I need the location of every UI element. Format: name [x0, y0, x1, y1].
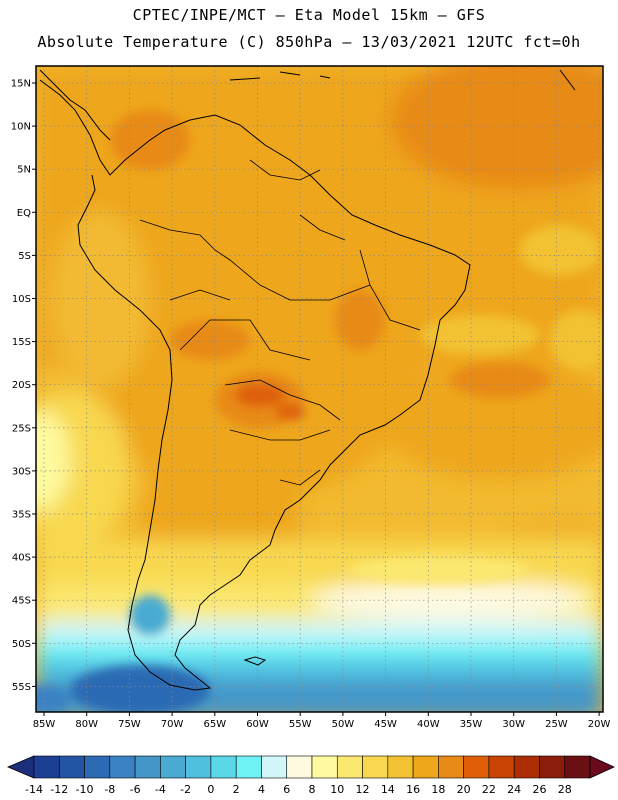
colorbar-swatch [58, 755, 85, 779]
colorbar-swatch [539, 755, 566, 779]
lat-tick-label: 20S [12, 380, 31, 391]
colorbar-label: -4 [155, 783, 166, 796]
colorbar-arrow-low [6, 755, 35, 779]
longitude-axis: 85W 80W 75W 70W 65W 60W 55W 50W 45W 40W 35W 30W 25W 2… [33, 712, 611, 730]
colorbar-swatch [235, 755, 262, 779]
lat-tick-label: 25S [12, 423, 31, 434]
lat-tick-label: 55S [12, 682, 31, 693]
colorbar-label: 4 [258, 783, 265, 796]
lon-tick-label: 80W [75, 719, 98, 730]
colorbar-swatch [33, 755, 60, 779]
colorbar-label: 10 [330, 783, 344, 796]
colorbar-swatch [463, 755, 490, 779]
colorbar-label: -10 [76, 783, 94, 796]
colorbar-swatch [286, 755, 313, 779]
lat-tick-label: 35S [12, 510, 31, 521]
lat-tick-label: 5N [17, 165, 31, 176]
lat-tick-label: 30S [12, 466, 31, 477]
colorbar-swatch [438, 755, 464, 779]
lon-tick-label: 30W [502, 719, 525, 730]
colorbar-label: 14 [381, 783, 395, 796]
falklands [243, 656, 267, 666]
lon-tick-label: 70W [161, 719, 184, 730]
lon-tick-label: 65W [203, 719, 226, 730]
title-line-2: Absolute Temperature (C) 850hPa – 13/03/… [37, 33, 581, 51]
lon-tick-label: 60W [246, 719, 269, 730]
colorbar-label: -8 [104, 783, 115, 796]
colorbar-label: 24 [507, 783, 521, 796]
caribbean-islands [229, 69, 576, 91]
lat-tick-label: 40S [12, 553, 31, 564]
lon-tick-label: 85W [33, 719, 56, 730]
colorbar-swatch [564, 755, 591, 779]
temperature-field [36, 66, 603, 712]
colorbar-label: -12 [50, 783, 68, 796]
lat-tick-label: 50S [12, 639, 31, 650]
latitude-axis: 15N 10N 5N EQ 5S 10S 15S 20S 25S 30S 35S 40S 45S 50S 5… [11, 79, 36, 693]
lon-tick-label: 45W [374, 719, 397, 730]
title-line-1: CPTEC/INPE/MCT – Eta Model 15km – GFS [132, 6, 486, 24]
central-america-coastline [39, 69, 111, 141]
colorbar-swatch [84, 755, 111, 779]
lat-tick-label: 10S [12, 294, 31, 305]
coastlines [39, 69, 576, 691]
lon-tick-label: 25W [545, 719, 568, 730]
lat-tick-label: 10N [11, 122, 31, 133]
colorbar-arrow-high [589, 755, 615, 779]
lat-tick-label: 5S [18, 251, 31, 262]
colorbar-label: 22 [482, 783, 496, 796]
colorbar-swatch [362, 755, 389, 779]
colorbar-label: 20 [457, 783, 471, 796]
map-frame [35, 65, 604, 713]
colorbar-swatch [210, 755, 237, 779]
colorbar-swatch [160, 755, 186, 779]
lat-tick-label: 15N [11, 79, 31, 90]
colorbar-label: 2 [233, 783, 240, 796]
colorbar-label: 6 [283, 783, 290, 796]
lon-tick-label: 20W [588, 719, 611, 730]
lon-tick-label: 35W [460, 719, 483, 730]
colorbar-label: -14 [25, 783, 43, 796]
south-america-coastline [39, 79, 471, 691]
colorbar-swatch [261, 755, 288, 779]
colorbar-swatch [387, 755, 414, 779]
colorbar-label: -6 [130, 783, 141, 796]
lon-tick-label: 55W [289, 719, 312, 730]
lat-tick-label: EQ [17, 208, 31, 219]
colorbar-swatch [513, 755, 540, 779]
lon-tick-label: 75W [118, 719, 141, 730]
colorbar-swatch [185, 755, 212, 779]
colorbar-label: 0 [207, 783, 214, 796]
colorbar-swatch [109, 755, 136, 779]
colorbar-swatch [488, 755, 515, 779]
lat-tick-label: 45S [12, 596, 31, 607]
colorbar-label: 8 [309, 783, 316, 796]
colorbar-swatch [412, 755, 439, 779]
colorbar-swatch [336, 755, 363, 779]
graticule [36, 66, 603, 712]
colorbar-label: 16 [406, 783, 420, 796]
colorbar-label: 18 [431, 783, 445, 796]
lat-tick-label: 15S [12, 337, 31, 348]
lon-tick-label: 50W [332, 719, 355, 730]
colorbar-label: 12 [356, 783, 370, 796]
colorbar-swatch [134, 755, 161, 779]
colorbar-label: 26 [532, 783, 546, 796]
country-borders [139, 159, 421, 486]
lon-tick-label: 40W [417, 719, 440, 730]
colorbar-swatch [311, 755, 338, 779]
colorbar: -14 -12 -10 -8 -6 -4 -2 0 2 4 6 8 10 12 14 16 18 20 22 24 26… [6, 755, 615, 796]
colorbar-label: 28 [558, 783, 572, 796]
colorbar-label: -2 [180, 783, 191, 796]
